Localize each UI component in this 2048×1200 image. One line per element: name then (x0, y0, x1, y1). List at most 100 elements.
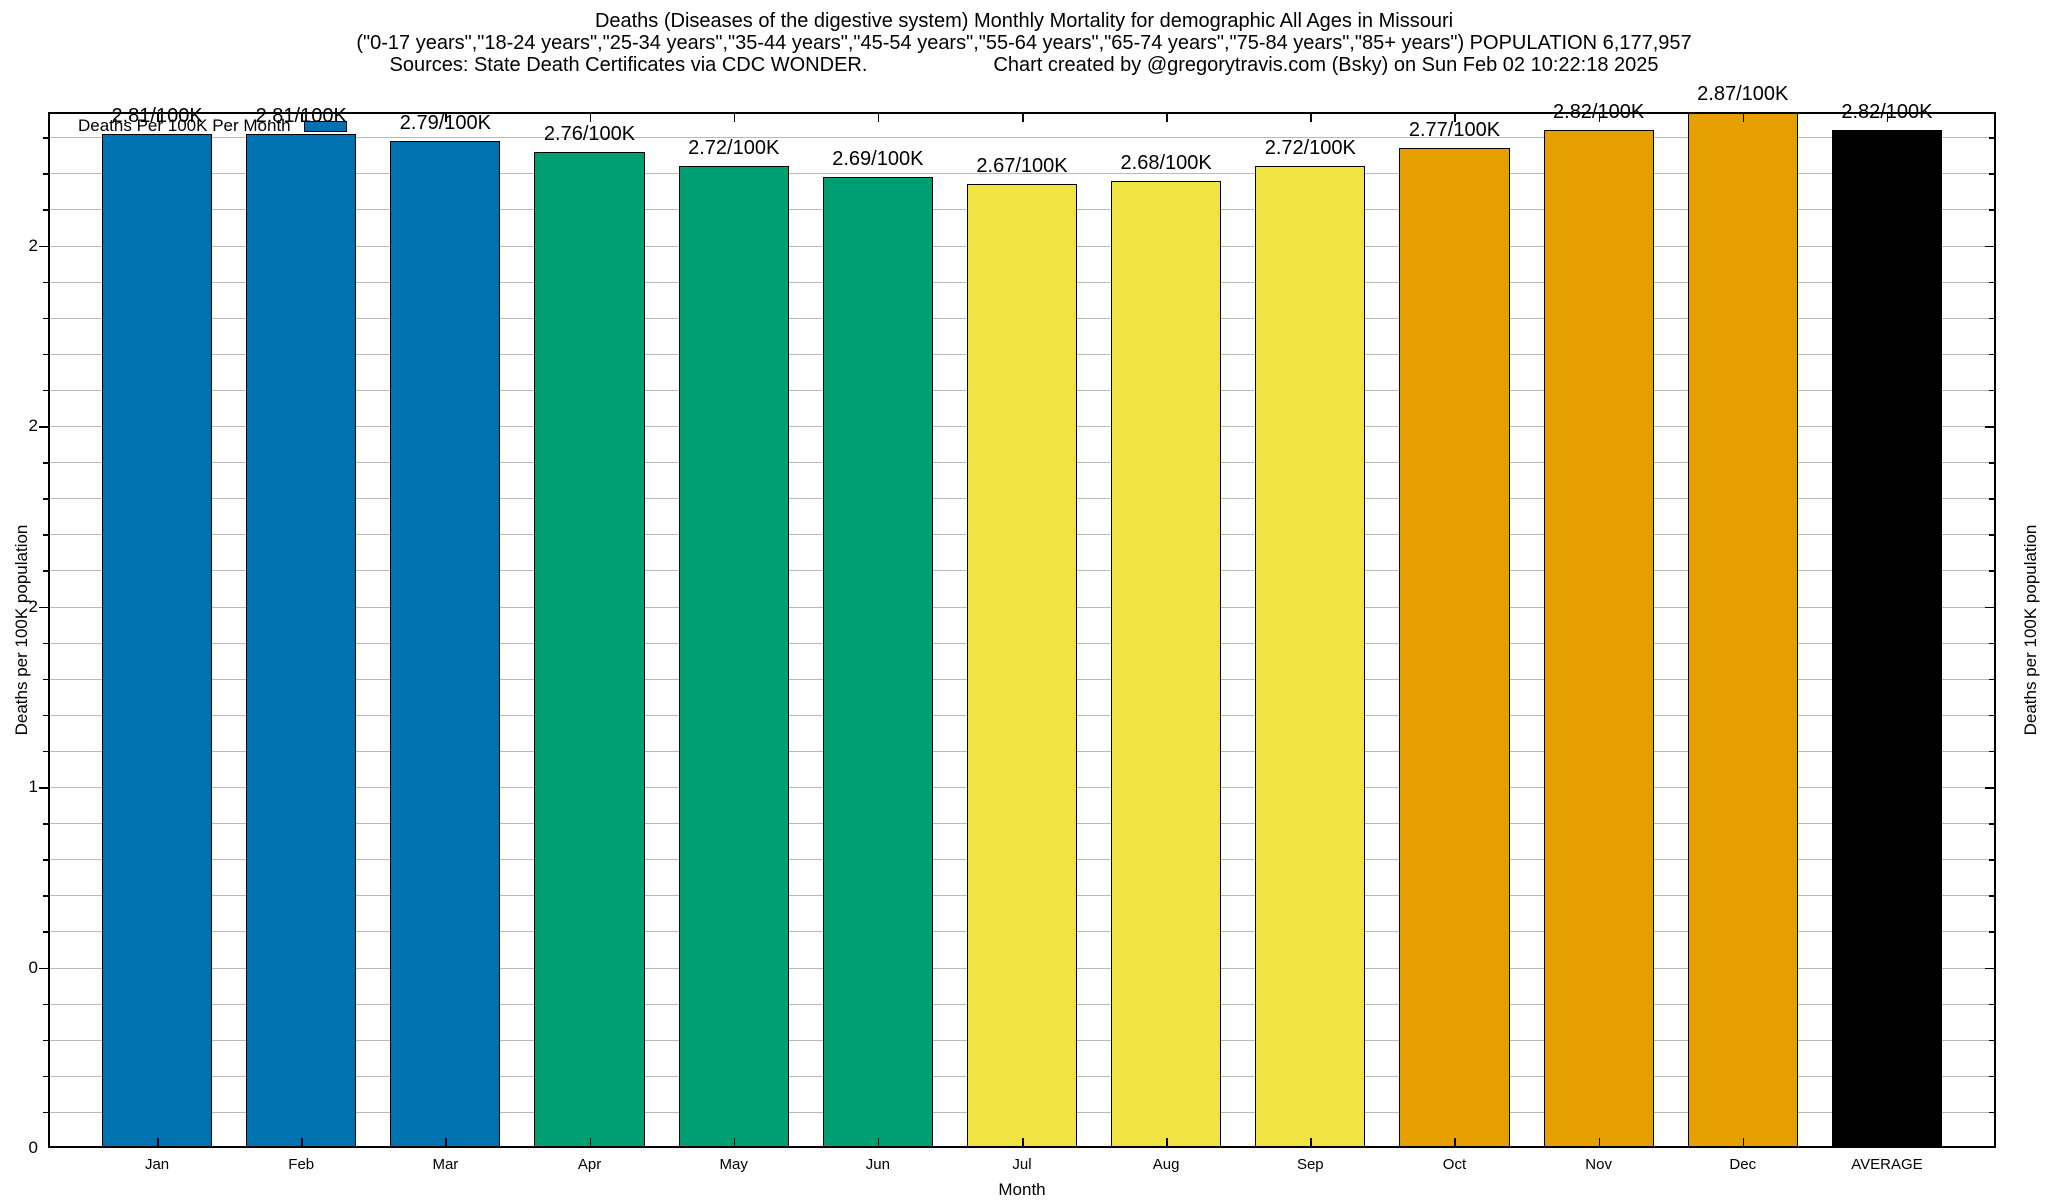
y-tick-mark (43, 1075, 48, 1078)
chart-subtitle-demographics: ("0-17 years","18-24 years","25-34 years… (356, 32, 1692, 54)
y-tick-mark (1989, 570, 1994, 572)
bar-sep (1255, 166, 1366, 1148)
y-tick-mark (1989, 281, 1994, 284)
x-tick-mark (301, 1138, 303, 1146)
x-tick-label: AVERAGE (1851, 1156, 1923, 1173)
gridline (48, 137, 1996, 139)
x-tick-mark (1022, 1138, 1024, 1146)
y-tick-mark (1989, 859, 1994, 861)
y-tick-mark (43, 1003, 48, 1006)
x-tick-label: Feb (288, 1156, 315, 1173)
x-tick-label: May (719, 1156, 748, 1173)
credit-note: Chart created by @gregorytravis.com (Bsk… (993, 54, 1659, 76)
y-tick-label: 2 (28, 235, 38, 255)
y-tick-mark (1989, 931, 1994, 933)
legend: Deaths Per 100K Per Month (78, 117, 347, 135)
y-tick-label: 0 (28, 957, 38, 977)
x-tick-mark (1310, 1138, 1312, 1146)
y-tick-mark (39, 967, 48, 969)
y-tick-mark (1989, 317, 1994, 320)
bar-value-label: 2.67/100K (976, 155, 1068, 178)
bar-value-label: 2.72/100K (1264, 137, 1356, 160)
y-tick-mark (1989, 353, 1994, 356)
legend-swatch (303, 120, 347, 132)
x-tick-label: Jun (865, 1156, 890, 1173)
x-tick-mark (877, 1138, 880, 1146)
y-tick-mark (43, 570, 48, 572)
chart-title: Deaths (Diseases of the digestive system… (594, 10, 1454, 32)
y-tick-mark (1989, 678, 1994, 681)
x-axis-label: Month (998, 1180, 1046, 1199)
y-tick-mark (1985, 787, 1994, 789)
bar-oct (1399, 148, 1510, 1148)
x-tick-label: Mar (432, 1156, 459, 1173)
bar-feb (246, 133, 357, 1148)
x-tick-label: Sep (1296, 1156, 1324, 1173)
y-tick-mark (39, 787, 48, 789)
bar-value-label: 2.68/100K (1120, 151, 1212, 174)
y-tick-label: 2 (28, 416, 38, 436)
x-tick-label: Dec (1729, 1156, 1757, 1173)
y-tick-mark (43, 498, 48, 500)
bar-value-label: 2.76/100K (543, 122, 636, 145)
x-tick-mark (1742, 1138, 1745, 1146)
y-axis-label-left: Deaths per 100K population (12, 524, 31, 736)
source-note: Sources: State Death Certificates via CD… (389, 54, 868, 76)
y-tick-mark (43, 750, 48, 753)
y-tick-mark (43, 1111, 48, 1114)
bar-jul (966, 184, 1078, 1148)
y-tick-mark (1989, 714, 1994, 717)
x-tick-mark (1166, 114, 1168, 122)
legend-label: Deaths Per 100K Per Month (78, 116, 291, 135)
y-tick-mark (39, 245, 48, 248)
y-tick-mark (39, 606, 48, 609)
y-tick-mark (43, 137, 48, 139)
x-tick-label: Nov (1585, 1156, 1612, 1173)
y-tick-mark (43, 895, 48, 897)
y-tick-mark (1989, 1003, 1994, 1006)
y-tick-mark (43, 823, 48, 825)
bar-nov (1543, 130, 1654, 1148)
y-tick-mark (43, 281, 48, 284)
y-tick-mark (1989, 209, 1994, 211)
y-tick-label: 2 (28, 596, 38, 616)
y-tick-mark (1989, 173, 1994, 175)
y-tick-mark (1989, 534, 1994, 536)
x-tick-mark (301, 114, 303, 122)
y-tick-mark (1985, 245, 1994, 248)
x-tick-mark (1886, 1138, 1889, 1146)
y-tick-mark (1989, 642, 1994, 645)
y-tick-mark (43, 931, 48, 933)
x-tick-mark (733, 114, 736, 122)
bar-value-label: 2.87/100K (1697, 83, 1789, 105)
y-tick-mark (1989, 1075, 1994, 1078)
y-axis-label-right: Deaths per 100K population (2021, 524, 2040, 736)
y-tick-mark (43, 642, 48, 645)
y-tick-mark (43, 534, 48, 536)
x-tick-label: Apr (577, 1156, 602, 1173)
y-tick-mark (43, 317, 48, 320)
y-tick-mark (43, 859, 48, 861)
x-tick-mark (1310, 114, 1312, 122)
gridline (48, 173, 1996, 175)
y-tick-mark (43, 462, 48, 464)
x-tick-mark (1598, 1138, 1601, 1146)
y-tick-mark (39, 426, 48, 428)
y-tick-mark (43, 714, 48, 717)
y-tick-mark (1985, 426, 1994, 428)
y-tick-mark (1989, 895, 1994, 897)
y-tick-mark (1989, 823, 1994, 825)
x-tick-mark (1454, 114, 1456, 122)
y-tick-mark (43, 209, 48, 211)
bar-value-label: 2.72/100K (688, 137, 780, 160)
y-tick-mark (1989, 462, 1994, 464)
x-tick-mark (877, 114, 880, 122)
y-tick-mark (43, 389, 48, 392)
x-tick-mark (1454, 1138, 1456, 1146)
x-tick-label: Oct (1442, 1156, 1467, 1173)
y-tick-mark (1985, 606, 1994, 609)
y-tick-mark (43, 353, 48, 356)
plot-area (48, 112, 1996, 1148)
chart-subtitle-sources: Sources: State Death Certificates via CD… (0, 54, 2048, 76)
